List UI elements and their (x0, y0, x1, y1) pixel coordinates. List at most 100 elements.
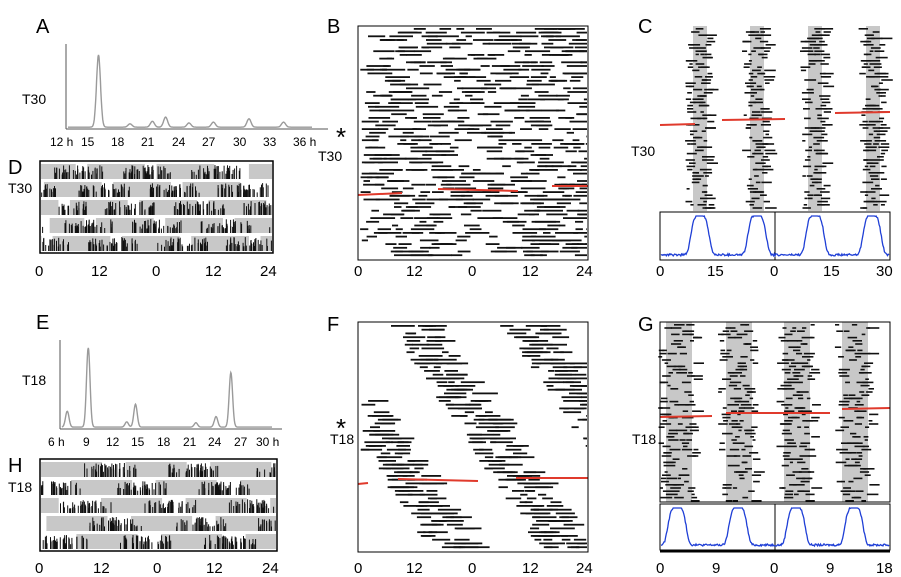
activity-bar (62, 502, 64, 513)
activity-bar (140, 526, 142, 531)
activity-bar (575, 546, 587, 549)
activity-bar (108, 520, 109, 531)
activity-bar (868, 388, 874, 390)
activity-bar (63, 507, 65, 513)
activity-bar (171, 499, 173, 513)
activity-bar (507, 332, 527, 335)
activity-bar (190, 245, 192, 251)
activity-bar (737, 413, 741, 416)
activity-bar (562, 246, 578, 249)
activity-bar (163, 225, 165, 233)
activity-bar (864, 194, 869, 196)
activity-bar (790, 330, 796, 332)
activity-bar (161, 244, 163, 251)
activity-bar (751, 474, 762, 476)
activity-bar (68, 208, 70, 215)
activity-bar (573, 232, 587, 234)
activity-bar (836, 480, 842, 483)
activity-bar (810, 378, 816, 380)
activity-bar (873, 143, 879, 145)
activity-bar (93, 244, 95, 251)
activity-bar (523, 471, 537, 474)
activity-bar (93, 521, 95, 531)
activity-bar (861, 365, 871, 368)
activity-bar (797, 330, 805, 332)
activity-bar (253, 242, 254, 251)
activity-bar (131, 537, 133, 549)
activity-bar (866, 391, 873, 393)
activity-bar (478, 422, 504, 425)
activity-bar (191, 171, 193, 179)
activity-bar (736, 333, 748, 336)
activity-bar (575, 191, 587, 193)
activity-bar (180, 519, 182, 531)
activity-bar (565, 150, 577, 153)
activity-bar (386, 39, 408, 41)
activity-bar (208, 171, 210, 179)
activity-bar (755, 162, 766, 164)
activity-bar (791, 362, 798, 364)
activity-bar (250, 206, 251, 215)
panel-f-tick: 0 (354, 560, 362, 577)
activity-bar (84, 185, 86, 197)
activity-bar (407, 460, 429, 462)
activity-bar (697, 47, 706, 49)
activity-bar (410, 228, 435, 231)
activity-bar (763, 76, 776, 78)
activity-bar (702, 56, 712, 59)
activity-bar (659, 352, 667, 355)
activity-bar (46, 184, 48, 197)
activity-bar (401, 209, 420, 212)
activity-bar (208, 490, 210, 495)
activity-bar (82, 500, 84, 513)
shade-block (52, 236, 88, 251)
activity-bar (784, 493, 793, 496)
activity-bar (426, 198, 444, 201)
activity-bar (228, 502, 230, 513)
activity-bar (179, 222, 180, 233)
activity-bar (257, 506, 259, 513)
activity-bar (781, 368, 791, 371)
activity-bar (89, 526, 91, 531)
activity-bar (438, 520, 464, 522)
activity-bar (875, 200, 887, 203)
activity-bar (83, 537, 84, 549)
activity-bar (172, 242, 174, 251)
panel-a-tick: 33 (263, 135, 277, 149)
activity-bar (750, 76, 758, 78)
activity-bar (217, 486, 219, 495)
activity-bar (569, 385, 587, 387)
activity-bar (740, 362, 746, 364)
activity-bar (242, 485, 244, 495)
activity-bar (690, 204, 694, 206)
activity-bar (264, 201, 266, 215)
activity-bar (670, 487, 681, 489)
shade-block (234, 516, 276, 531)
shade-block (204, 498, 247, 513)
activity-bar (507, 475, 532, 477)
activity-bar (862, 127, 869, 129)
activity-bar (868, 69, 875, 72)
activity-bar (232, 544, 234, 549)
activity-bar (202, 201, 204, 215)
activity-bar (658, 442, 664, 444)
activity-bar (124, 239, 126, 251)
activity-bar (804, 79, 817, 81)
panel-h-tick: 24 (262, 560, 279, 577)
activity-bar (375, 198, 400, 201)
activity-bar (505, 448, 522, 451)
activity-bar (752, 152, 756, 155)
activity-bar (540, 254, 547, 257)
activity-bar (92, 222, 94, 233)
activity-bar (261, 245, 263, 251)
activity-bar (535, 332, 543, 335)
activity-bar (195, 174, 197, 179)
activity-bar (550, 358, 565, 361)
activity-bar (83, 501, 85, 513)
activity-bar (854, 404, 864, 406)
activity-bar (400, 217, 414, 219)
activity-bar (851, 496, 862, 499)
activity-bar (571, 246, 587, 249)
activity-bar (843, 394, 848, 396)
activity-bar (256, 499, 258, 513)
